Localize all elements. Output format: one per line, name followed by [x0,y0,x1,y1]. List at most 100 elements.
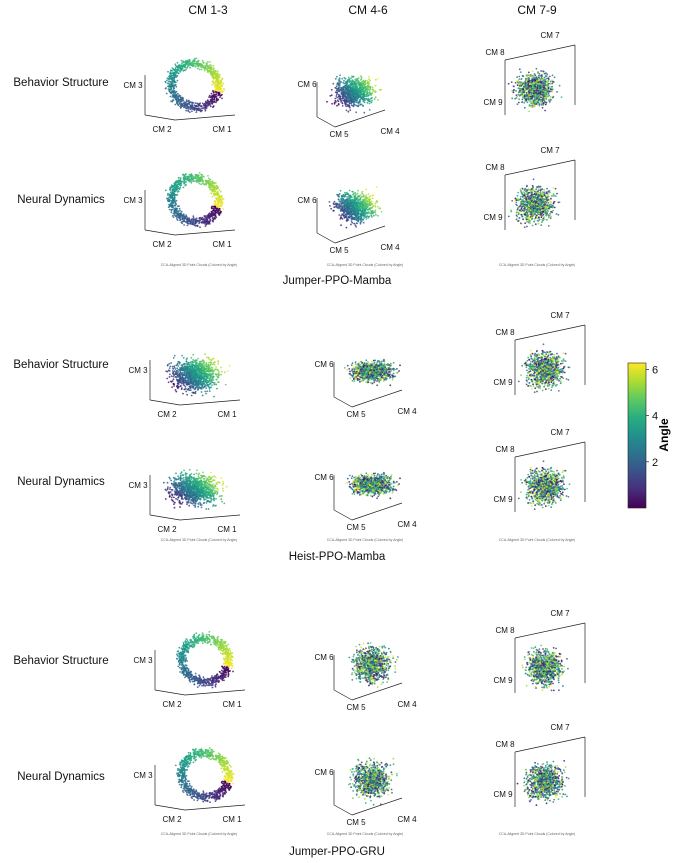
data-point [374,205,377,208]
axis-label-x: CM 1 [212,125,232,134]
data-point [177,104,180,107]
data-point [203,175,205,178]
data-point [174,204,177,207]
data-point [351,86,354,89]
data-point [220,204,223,207]
data-point [334,99,337,102]
data-point [217,94,220,96]
data-point [542,104,545,106]
data-point [524,88,526,91]
data-point [215,94,218,96]
data-point [216,70,219,73]
data-point [337,83,340,86]
data-point [365,93,368,96]
data-point [507,82,510,85]
data-point [184,62,187,65]
data-point [525,82,527,84]
data-point [208,220,211,223]
data-point [174,68,177,70]
data-point [513,85,515,88]
data-point [185,100,188,103]
data-point [170,100,172,103]
data-point [215,187,218,190]
data-point [517,213,520,216]
data-point [184,175,187,178]
data-point [213,70,216,73]
data-point [363,217,365,219]
data-point [533,73,536,75]
data-point [354,84,357,87]
data-point [182,65,185,68]
data-point [377,98,379,101]
data-point [361,98,364,101]
data-point [164,87,167,90]
data-point [208,217,211,220]
data-point [187,177,190,180]
data-point [366,80,369,82]
data-point [354,214,357,217]
data-point [346,196,348,198]
data-point [333,206,336,209]
data-point [174,201,177,204]
data-point [186,59,189,62]
data-point [187,65,190,67]
data-point [357,77,360,79]
data-point [169,205,172,207]
data-point [170,211,173,214]
data-point [367,99,369,101]
data-point [369,195,372,197]
data-point [199,216,202,219]
data-point [217,205,220,207]
data-point [341,196,343,198]
data-point [187,109,190,111]
data-point [186,224,189,227]
data-point [216,80,218,83]
data-point [207,60,209,63]
data-point [362,218,364,221]
data-point [221,90,224,93]
data-point [538,74,540,77]
data-point [173,194,176,197]
data-point [326,100,328,103]
data-point [168,90,171,92]
data-point [197,174,200,177]
data-point [361,190,364,193]
data-point [527,83,530,86]
data-point [516,76,518,78]
data-point [515,80,518,83]
data-point [359,79,362,81]
data-point [343,214,345,217]
data-point [374,96,377,99]
data-point [543,86,545,89]
data-point [194,102,197,104]
data-point [549,96,552,98]
data-point [351,208,354,211]
data-point [198,222,200,225]
data-point [362,193,365,196]
data-point [368,82,370,85]
data-point [175,97,177,100]
data-point [371,92,373,94]
data-point [188,217,191,220]
data-point [344,193,347,196]
data-point [521,187,524,190]
data-point [350,98,353,100]
data-point [217,76,220,79]
data-point [214,72,217,75]
data-point [200,218,203,221]
data-point [525,220,528,223]
data-point [175,184,177,187]
data-point [372,90,375,93]
data-point [345,105,348,108]
data-point [546,187,548,190]
data-point [167,77,170,80]
data-point [192,219,195,222]
data-point [514,82,517,84]
data-point [201,59,204,62]
data-point [216,83,218,86]
data-point [347,96,349,99]
data-point [361,200,364,203]
data-point [549,98,552,101]
data-point [365,97,367,100]
